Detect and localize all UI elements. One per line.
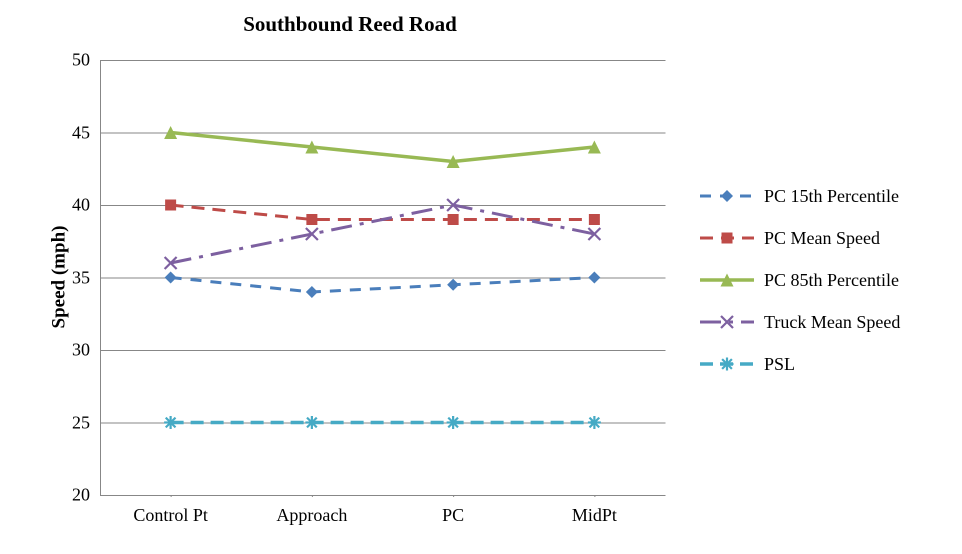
legend-label: Truck Mean Speed — [764, 312, 900, 333]
x-tick-label: Approach — [276, 505, 347, 526]
y-tick-label: 45 — [64, 122, 90, 143]
legend-label: PC 85th Percentile — [764, 270, 899, 291]
legend-item: PC 85th Percentile — [700, 259, 900, 301]
plot-area — [100, 60, 667, 497]
x-tick-label: Control Pt — [133, 505, 208, 526]
legend-swatch — [700, 268, 754, 292]
y-tick-label: 20 — [64, 485, 90, 506]
legend-item: PC 15th Percentile — [700, 175, 900, 217]
y-tick-label: 30 — [64, 340, 90, 361]
chart-container: Southbound Reed Road Speed (mph) 2025303… — [0, 0, 962, 554]
x-tick-label: PC — [442, 505, 464, 526]
legend-item: PC Mean Speed — [700, 217, 900, 259]
legend: PC 15th Percentile PC Mean Speed PC 85th P… — [700, 175, 900, 385]
legend-item: Truck Mean Speed — [700, 301, 900, 343]
y-tick-label: 50 — [64, 50, 90, 71]
y-tick-label: 40 — [64, 195, 90, 216]
chart-title: Southbound Reed Road — [0, 12, 700, 37]
legend-label: PC Mean Speed — [764, 228, 880, 249]
legend-swatch — [700, 352, 754, 376]
legend-item: PSL — [700, 343, 900, 385]
x-tick-label: MidPt — [572, 505, 617, 526]
legend-label: PSL — [764, 354, 795, 375]
legend-swatch — [700, 310, 754, 334]
y-tick-label: 25 — [64, 412, 90, 433]
legend-swatch — [700, 184, 754, 208]
legend-label: PC 15th Percentile — [764, 186, 899, 207]
y-tick-label: 35 — [64, 267, 90, 288]
legend-swatch — [700, 226, 754, 250]
